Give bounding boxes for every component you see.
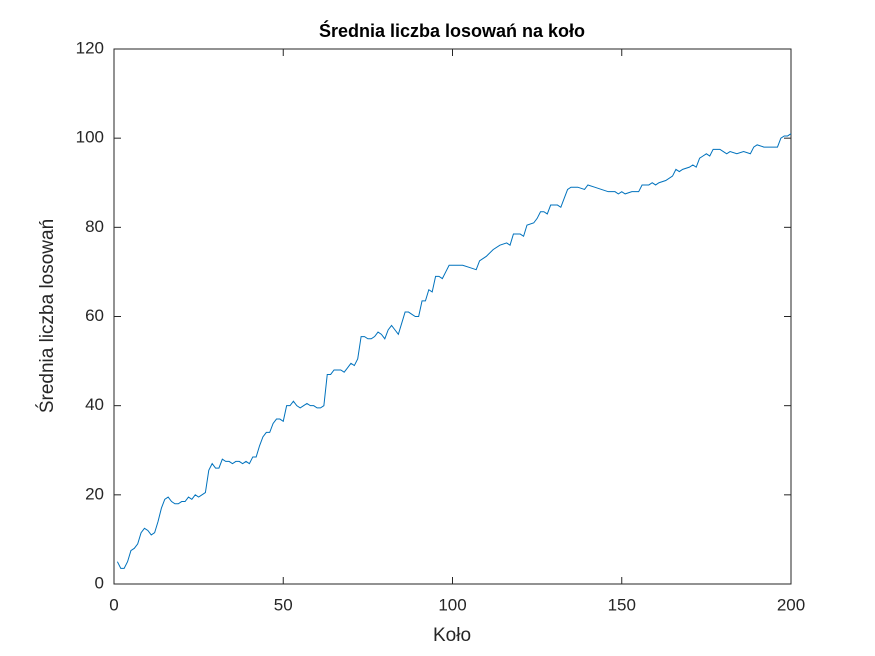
chart-title: Średnia liczba losowań na koło [319, 20, 585, 41]
x-tick-label: 150 [608, 595, 636, 614]
y-tick-label: 0 [95, 573, 104, 592]
x-tick-label: 0 [109, 595, 118, 614]
x-tick-label: 100 [438, 595, 466, 614]
y-tick-label: 80 [85, 217, 104, 236]
x-tick-label: 50 [274, 595, 293, 614]
y-axis-label: Średnia liczba losowań [36, 219, 58, 413]
data-line [116, 133, 792, 569]
x-tick-label: 200 [777, 595, 805, 614]
y-tick-label: 100 [76, 128, 104, 147]
y-tick-label: 120 [76, 38, 104, 57]
y-tick-label: 60 [85, 306, 104, 325]
plot-box [113, 48, 792, 585]
x-axis-label: Koło [433, 625, 471, 646]
y-tick-label: 40 [85, 395, 104, 414]
y-tick-label: 20 [85, 484, 104, 503]
